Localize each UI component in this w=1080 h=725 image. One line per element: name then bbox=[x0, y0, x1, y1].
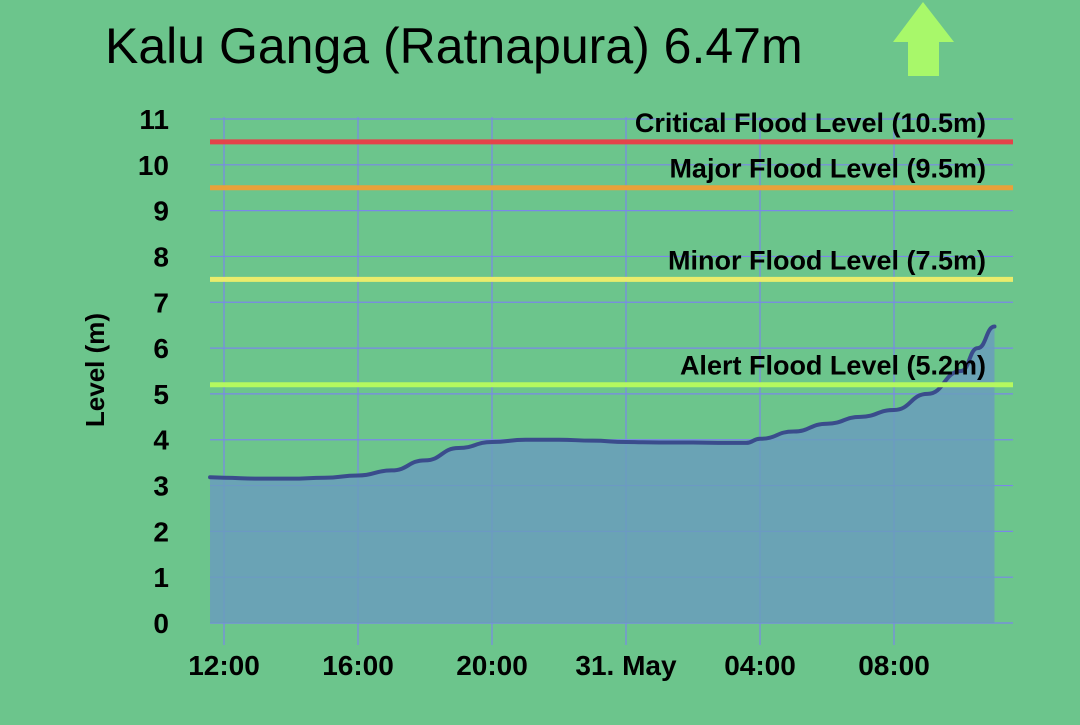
y-tick-label: 0 bbox=[153, 608, 169, 639]
threshold-label: Critical Flood Level (10.5m) bbox=[635, 108, 986, 138]
x-tick-label: 04:00 bbox=[724, 650, 796, 681]
threshold-label: Alert Flood Level (5.2m) bbox=[680, 351, 986, 381]
threshold-label: Minor Flood Level (7.5m) bbox=[668, 245, 986, 275]
y-tick-label: 2 bbox=[153, 516, 169, 547]
y-tick-label: 9 bbox=[153, 196, 169, 227]
x-tick-label: 16:00 bbox=[322, 650, 394, 681]
y-axis-label: Level (m) bbox=[80, 313, 110, 427]
area-fill bbox=[210, 326, 995, 623]
x-tick-label: 08:00 bbox=[858, 650, 930, 681]
y-tick-label: 7 bbox=[153, 287, 169, 318]
y-tick-label: 3 bbox=[153, 471, 169, 502]
y-tick-label: 1 bbox=[153, 562, 169, 593]
page-title: Kalu Ganga (Ratnapura) 6.47m bbox=[105, 18, 803, 74]
y-axis-tick-labels: 0 1 2 3 4 5 6 7 8 9 10 11 bbox=[138, 104, 170, 639]
y-tick-label: 8 bbox=[153, 241, 169, 272]
y-tick-label: 11 bbox=[139, 104, 169, 135]
x-tick-label: 12:00 bbox=[188, 650, 260, 681]
y-tick-label: 4 bbox=[153, 425, 169, 456]
area-fill-group bbox=[210, 326, 995, 623]
series-line-group bbox=[208, 324, 997, 481]
y-tick-label: 5 bbox=[153, 379, 169, 410]
y-tick-label: 10 bbox=[138, 150, 169, 181]
x-axis-tick-labels: 12:00 16:00 20:00 31. May 04:00 08:00 bbox=[188, 650, 930, 681]
x-tick-label: 20:00 bbox=[456, 650, 528, 681]
arrow-up-icon bbox=[893, 2, 954, 76]
threshold-lines: Critical Flood Level (10.5m) Major Flood … bbox=[210, 108, 1013, 388]
x-tick-label: 31. May bbox=[575, 650, 677, 681]
threshold-label: Major Flood Level (9.5m) bbox=[669, 154, 986, 184]
y-tick-label: 6 bbox=[153, 333, 169, 364]
series-line bbox=[208, 324, 997, 481]
